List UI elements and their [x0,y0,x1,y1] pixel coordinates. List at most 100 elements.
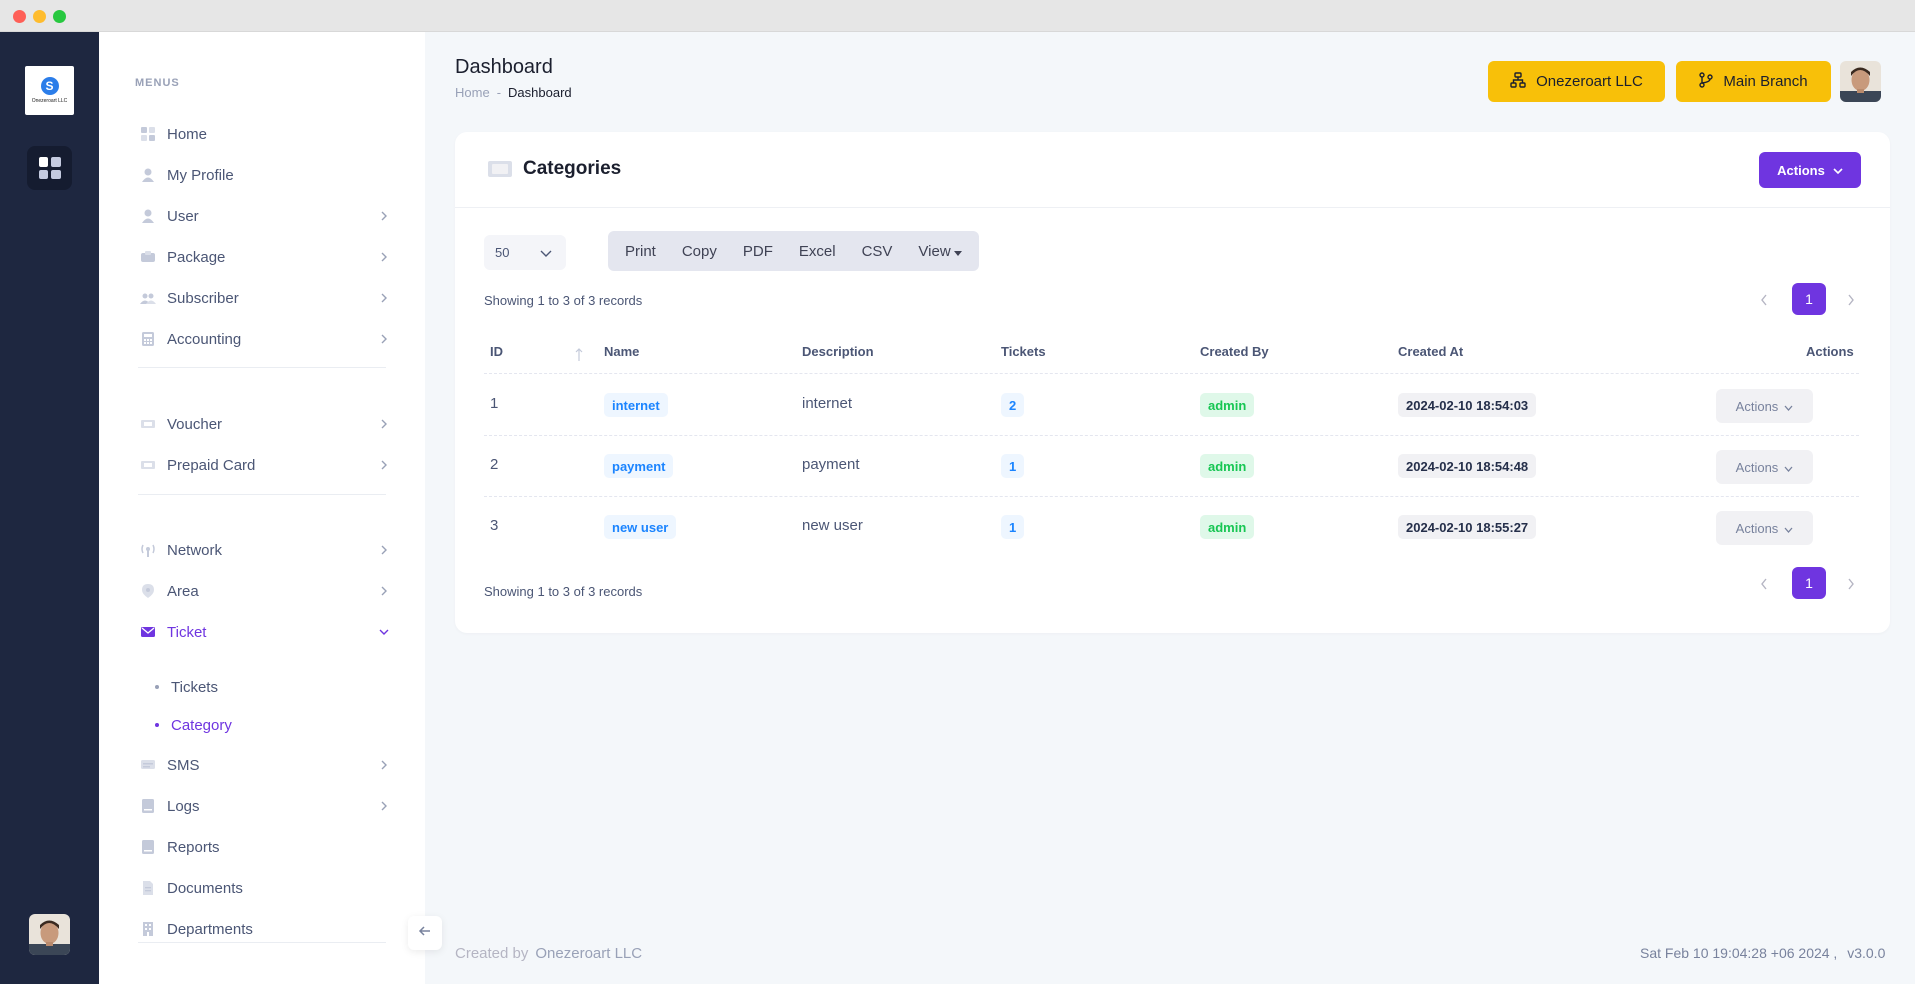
branch-icon [1699,71,1714,92]
sidebar-item-area[interactable]: Area [140,576,391,606]
chevron-right-icon [377,799,391,813]
sidebar-item-accounting[interactable]: Accounting [140,324,391,354]
user-avatar[interactable] [1840,61,1881,102]
cell-name-badge[interactable]: internet [604,393,668,417]
records-info-bottom: Showing 1 to 3 of 3 records [484,584,643,599]
sidebar-subitem-label: Tickets [171,678,218,696]
sidebar-subitem-category[interactable]: Category [155,712,232,738]
book-icon [140,798,156,814]
chevron-right-icon [377,584,391,598]
sidebar-subitem-label: Category [171,716,232,734]
calculator-icon [140,331,156,347]
column-header-created-by[interactable]: Created By [1200,344,1269,359]
sort-icon[interactable] [575,348,583,367]
cell-name-badge[interactable]: new user [604,515,677,539]
pdf-button[interactable]: PDF [742,242,773,260]
column-header-tickets[interactable]: Tickets [1001,344,1046,359]
chevron-right-icon [377,291,391,305]
grid-icon [140,126,156,142]
row-actions-button[interactable]: Actions [1716,511,1813,545]
window-minimize-button[interactable] [33,10,46,23]
cell-created-by-badge: admin [1200,393,1255,417]
cell-created-by-badge: admin [1200,454,1255,478]
cell-id: 2 [490,456,499,473]
page-size-select[interactable]: 50 [484,235,566,270]
table-row: 1 internet internet 2 admin 2024-02-10 1… [484,375,1859,436]
cell-tickets-badge: 1 [1001,515,1025,539]
sidebar-item-documents[interactable]: Documents [140,873,391,903]
chevron-right-icon [377,458,391,472]
sidebar-item-package[interactable]: Package [140,242,391,272]
sidebar-item-my-profile[interactable]: My Profile [140,160,391,190]
table-header: ID Name Description Tickets Created By C… [484,331,1859,374]
user-icon [140,208,156,224]
window-close-button[interactable] [13,10,26,23]
sidebar-item-reports[interactable]: Reports [140,832,391,862]
chevron-right-icon[interactable] [1847,293,1855,311]
card-title: Categories [523,158,622,179]
aside-rail: S Onezeroart LLC [0,32,99,984]
arrow-left-icon [418,924,432,943]
sidebar-item-network[interactable]: Network [140,535,391,565]
view-button[interactable]: View [905,231,974,271]
menu-heading: MENUS [135,77,180,89]
sidebar-subitem-tickets[interactable]: Tickets [155,674,218,700]
csv-button[interactable]: CSV [861,242,893,260]
row-actions-button[interactable]: Actions [1716,389,1813,423]
rail-user-avatar[interactable] [29,914,70,955]
card-header: Categories Actions [455,132,1890,208]
sidebar-item-voucher[interactable]: Voucher [140,409,391,439]
page-1-button[interactable]: 1 [1792,283,1826,315]
sidebar-item-ticket[interactable]: Ticket [140,617,391,647]
breadcrumb-separator: - [496,85,502,100]
export-button-group: Print Copy PDF Excel CSV View [608,231,979,271]
chevron-right-icon [377,209,391,223]
sidebar-item-home[interactable]: Home [140,119,391,149]
caret-down-icon [953,243,962,260]
excel-button[interactable]: Excel [798,242,836,260]
breadcrumb: Home - Dashboard [455,85,572,100]
footer-credit: Created by Onezeroart LLC [455,945,642,962]
sidebar-collapse-button[interactable] [408,916,442,950]
chevron-right-icon[interactable] [1847,577,1855,595]
app-logo[interactable]: S Onezeroart LLC [25,66,74,115]
chevron-left-icon[interactable] [1760,293,1768,311]
window-maximize-button[interactable] [53,10,66,23]
row-actions-button[interactable]: Actions [1716,450,1813,484]
rail-dashboard-button[interactable] [27,146,72,190]
users-icon [140,290,156,306]
antenna-icon [140,542,156,558]
sidebar-item-label: My Profile [167,166,234,184]
sidebar-item-prepaid-card[interactable]: Prepaid Card [140,450,391,480]
copy-button[interactable]: Copy [681,242,717,260]
sidebar-item-label: Network [167,541,223,559]
branch-select-button[interactable]: Main Branch [1676,61,1831,102]
column-header-id[interactable]: ID [490,344,503,359]
cell-name-badge[interactable]: payment [604,454,674,478]
sidebar-item-user[interactable]: User [140,201,391,231]
sidebar-item-subscriber[interactable]: Subscriber [140,283,391,313]
sidebar-item-label: SMS [167,756,200,774]
sidebar-item-sms[interactable]: SMS [140,750,391,780]
sidebar-item-label: Subscriber [167,289,239,307]
column-header-created-at[interactable]: Created At [1398,344,1464,359]
column-header-description[interactable]: Description [802,344,874,359]
chevron-left-icon[interactable] [1760,577,1768,595]
sidebar-item-departments[interactable]: Departments [140,914,391,944]
print-button[interactable]: Print [625,242,656,260]
sidebar-item-label: Package [167,248,226,266]
card-actions-button[interactable]: Actions [1759,152,1861,188]
page-1-button[interactable]: 1 [1792,567,1826,599]
column-header-name[interactable]: Name [604,344,640,359]
row-actions-label: Actions [1735,398,1779,414]
building-icon [140,921,156,937]
chevron-down-icon [540,246,552,261]
book-icon [140,839,156,855]
sidebar-item-logs[interactable]: Logs [140,791,391,821]
footer-brand-link[interactable]: Onezeroart LLC [535,945,643,962]
chevron-right-icon [377,417,391,431]
sidebar-item-label: Departments [167,920,253,938]
branch-button-label: Main Branch [1723,73,1808,90]
company-select-button[interactable]: Onezeroart LLC [1488,61,1665,102]
breadcrumb-home-link[interactable]: Home [455,85,490,100]
